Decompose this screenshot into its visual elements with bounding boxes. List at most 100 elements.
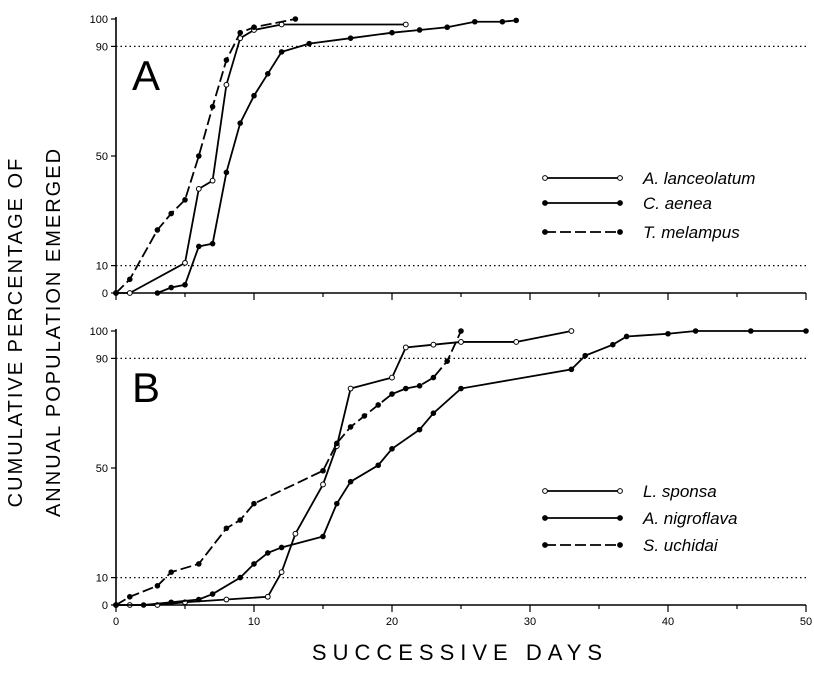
legend-marker [617, 515, 623, 521]
panel-a: 0 10 50 90 100 A A. lanceolatum C. aenea T. mela… [90, 14, 807, 300]
legend-label: A. nigroflava [642, 509, 738, 528]
x-tick-label: 10 [248, 616, 260, 628]
data-point [803, 328, 809, 334]
legend-entry: A. lanceolatum [542, 169, 755, 188]
data-point [113, 602, 119, 608]
y-tick-label: 90 [96, 41, 108, 53]
data-point [389, 29, 395, 36]
data-point [430, 341, 437, 348]
data-point [223, 81, 230, 88]
data-point [389, 446, 395, 452]
legend-entry: C. aenea [542, 194, 712, 213]
data-point [209, 591, 216, 597]
data-point [499, 18, 506, 25]
x-tick-label: 0 [113, 616, 119, 628]
legend-marker [542, 229, 548, 235]
data-point [154, 583, 161, 589]
legend-label: A. lanceolatum [642, 169, 755, 188]
legend-entry: T. melampus [542, 223, 740, 242]
panel-label: B [132, 364, 160, 411]
data-point [223, 169, 230, 176]
data-point [278, 49, 285, 55]
legend-marker [542, 515, 548, 521]
data-point [458, 385, 464, 392]
data-point [127, 276, 133, 283]
data-point [251, 24, 257, 31]
series-line [115, 330, 462, 606]
data-point [168, 284, 174, 291]
y-axis-label-line1: CUMULATIVE PERCENTAGE OF [5, 157, 27, 508]
data-point [209, 103, 216, 110]
data-point [237, 29, 243, 36]
legend-entry: L. sponsa [542, 482, 717, 501]
data-point [416, 383, 423, 389]
y-tick-label: 10 [96, 573, 108, 585]
y-tick-label: 10 [96, 261, 108, 273]
data-point [140, 602, 147, 608]
data-point [126, 290, 133, 296]
data-point [347, 478, 354, 485]
data-point [472, 18, 478, 25]
data-point [278, 544, 285, 551]
data-point [196, 596, 202, 603]
data-point [154, 290, 161, 296]
legend-entry: S. uchidai [542, 536, 719, 555]
x-tick-label: 40 [662, 616, 674, 628]
data-point [182, 197, 188, 203]
legend-entry: A. nigroflava [542, 509, 738, 528]
data-point [347, 424, 354, 430]
y-tick-label: 100 [90, 14, 108, 26]
data-point [196, 243, 202, 250]
data-point [389, 374, 395, 381]
data-point [168, 599, 174, 606]
data-point [209, 240, 216, 247]
data-point [168, 569, 174, 575]
data-point [623, 333, 630, 340]
data-point [347, 35, 354, 41]
data-point [748, 328, 754, 334]
data-point [582, 352, 589, 359]
data-point [402, 21, 409, 28]
data-point [196, 153, 202, 159]
data-point [154, 227, 161, 233]
data-point [430, 410, 437, 417]
data-point [251, 500, 257, 507]
data-point [320, 533, 326, 540]
data-point [278, 569, 285, 576]
legend-marker [617, 175, 623, 181]
legend-label: T. melampus [643, 223, 740, 242]
data-point [306, 40, 313, 47]
x-tick-label: 50 [800, 616, 812, 628]
data-point [195, 185, 202, 192]
series-a-nigroflava [113, 328, 809, 608]
y-tick-label: 50 [96, 463, 108, 475]
y-tick-label: 100 [90, 326, 108, 338]
panel-b: 0 10 50 90 100 0 10 20 30 40 50 B L. sponsa A. nigrof… [90, 326, 812, 628]
data-point [513, 17, 520, 24]
data-point [182, 281, 188, 288]
data-point [168, 210, 174, 217]
data-point [223, 596, 230, 603]
panel-label: A [132, 52, 160, 99]
legend-marker [617, 229, 623, 235]
data-point [251, 92, 257, 99]
data-point [361, 413, 368, 419]
data-point [416, 27, 423, 33]
data-point [458, 339, 464, 345]
legend-label: S. uchidai [643, 536, 719, 555]
y-axis-label-line2: ANNUAL POPULATION EMERGED [43, 147, 65, 517]
data-point [389, 391, 395, 397]
x-tick-label: 30 [524, 616, 536, 628]
data-point [223, 57, 230, 63]
data-point [430, 374, 437, 381]
data-point [265, 550, 271, 556]
x-axis-label: SUCCESSIVE DAYS [312, 640, 608, 665]
series-line [116, 330, 806, 606]
data-point [444, 358, 451, 364]
data-point [334, 440, 340, 447]
data-point [320, 467, 326, 474]
data-point [237, 574, 243, 581]
y-tick-label: 0 [102, 288, 108, 300]
